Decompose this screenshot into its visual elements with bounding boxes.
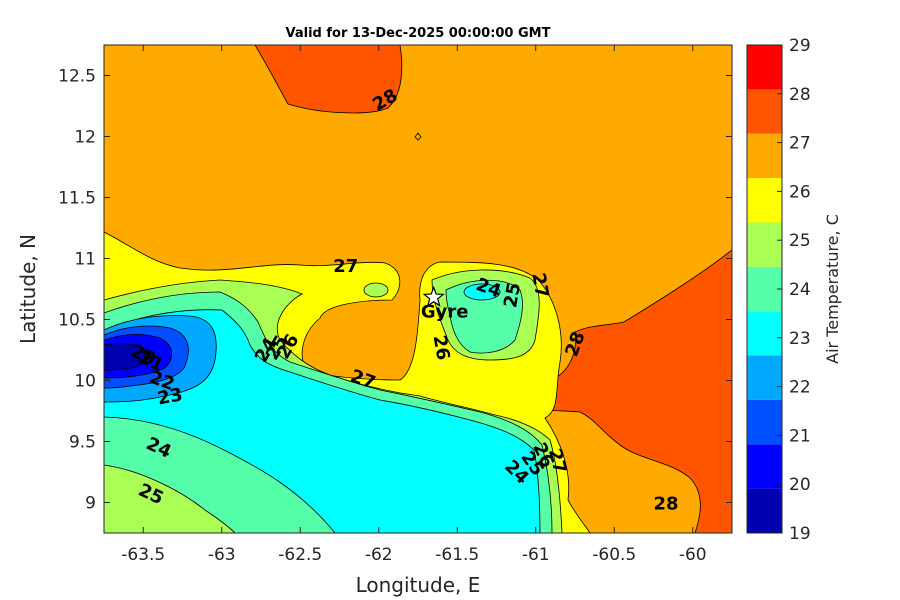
region-19: [104, 343, 150, 371]
colorbar-tick-label: 24: [789, 280, 811, 300]
colorbar-segment: [747, 222, 782, 267]
colorbar-tick-label: 29: [789, 36, 811, 56]
region-25-islet: [363, 282, 389, 298]
colorbar-segment: [747, 178, 782, 223]
y-axis: 9 9.5 10 10.5 11 11.5 12 12.5: [58, 67, 732, 514]
y-tick-label: 9: [85, 494, 96, 514]
contour-label: 28: [654, 494, 679, 515]
colorbar-tick-label: 21: [789, 426, 811, 446]
region-25-southwest: [104, 464, 236, 533]
x-axis: -63.5 -63 -62.5 -62 -61.5 -61 -60.5 -60: [121, 45, 707, 565]
contour-label: 23: [156, 384, 184, 409]
gyre-label: Gyre: [421, 302, 469, 323]
colorbar-tick-label: 25: [789, 231, 811, 251]
colorbar-segment: [747, 133, 782, 179]
colorbar-segment: [747, 488, 782, 533]
contour-label: 27: [527, 271, 552, 299]
x-tick-label: -62: [365, 545, 393, 565]
colorbar-segment: [747, 355, 782, 400]
y-tick-label: 10.5: [58, 311, 96, 331]
y-tick-label: 10: [74, 372, 96, 392]
colorbar-tick-label: 22: [789, 378, 811, 398]
contour-label: 26: [429, 333, 454, 361]
colorbar-segment: [747, 311, 782, 356]
y-tick-label: 12: [74, 128, 96, 148]
region-28-north: [254, 45, 403, 114]
region-24-gyre: [445, 279, 523, 354]
colorbar-segment: [747, 45, 782, 90]
colorbar-tick-label: 23: [789, 329, 811, 349]
star-icon: [422, 285, 445, 307]
colorbar-tick-label: 19: [789, 524, 811, 544]
x-tick-label: -62.5: [278, 545, 322, 565]
colorbar-segment: [747, 266, 782, 312]
contour-label: 25: [500, 281, 525, 309]
colorbar-label: Air Temperature, C: [823, 214, 842, 364]
colorbar-tick-label: 26: [789, 182, 811, 202]
x-tick-label: -61.5: [435, 545, 479, 565]
contour-label: 27: [333, 256, 358, 277]
y-tick-label: 9.5: [69, 433, 96, 453]
x-tick-label: -63: [208, 545, 236, 565]
colorbar-tick-label: 27: [789, 134, 811, 154]
plot-frame: [103, 44, 733, 534]
y-tick-label: 11: [74, 250, 96, 270]
y-tick-label: 12.5: [58, 67, 96, 87]
colorbar: 19 20 21 22 23 24 25 26 27 28 29: [746, 36, 811, 544]
colorbar-tick-label: 20: [789, 475, 811, 495]
colorbar-segment: [747, 444, 782, 489]
x-tick-label: -60.5: [592, 545, 636, 565]
colorbar-tick-label: 28: [789, 85, 811, 105]
contour-fill: [104, 45, 732, 533]
contour-diamond: [414, 132, 422, 141]
x-tick-label: -63.5: [121, 545, 165, 565]
chart-title: Valid for 13-Dec-2025 00:00:00 GMT: [286, 26, 551, 41]
x-tick-label: -61: [522, 545, 550, 565]
x-axis-label: Longitude, E: [356, 573, 481, 597]
y-axis-label: Latitude, N: [16, 234, 40, 344]
gyre-marker: Gyre: [421, 285, 469, 323]
x-tick-label: -60: [679, 545, 707, 565]
colorbar-segment: [747, 399, 782, 445]
y-tick-label: 11.5: [58, 189, 96, 209]
region-23-gyre: [463, 283, 501, 301]
colorbar-segment: [747, 89, 782, 134]
